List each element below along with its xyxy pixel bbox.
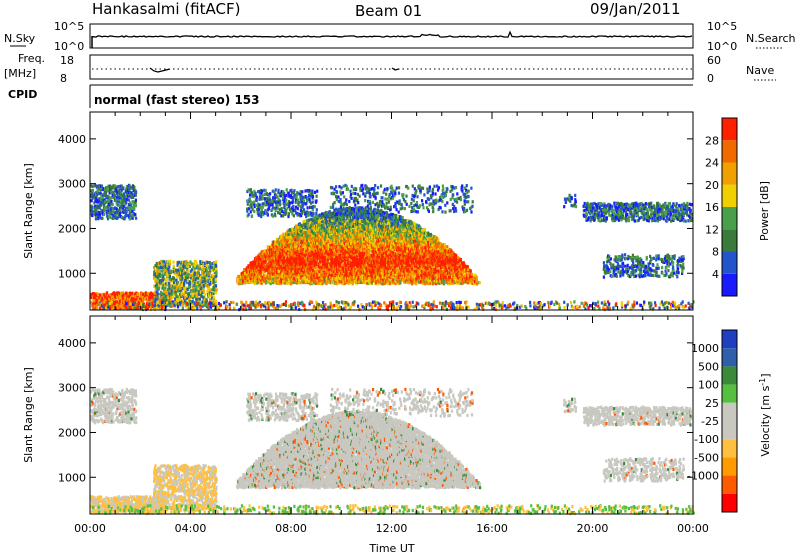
- power-data-cell: [389, 282, 391, 285]
- power-heatmap: [90, 184, 695, 311]
- nsearch-bottom-tick: 10^0: [707, 40, 737, 53]
- power-data-cell: [329, 256, 331, 259]
- beam-title: Beam 01: [355, 2, 422, 20]
- nave-bottom-tick: 0: [707, 72, 714, 85]
- freq-label: Freq.: [18, 52, 45, 65]
- power-data-cell: [300, 230, 302, 233]
- nave-label: Nave: [746, 64, 774, 77]
- power-data-cell: [316, 245, 318, 248]
- power-data-cell: [322, 266, 324, 269]
- freq-top-tick: 18: [60, 54, 74, 67]
- freq-dip-2: [392, 68, 399, 70]
- power-data-cell: [368, 250, 370, 253]
- nsearch-label: N.Search: [746, 32, 796, 45]
- power-data-cell: [399, 281, 401, 284]
- nsky-top-tick: 10^5: [54, 20, 84, 33]
- cpid-text: normal (fast stereo) 153: [94, 93, 260, 107]
- power-data-cell: [423, 228, 425, 231]
- power-data-cell: [319, 256, 321, 259]
- power-data-cell: [278, 270, 280, 273]
- power-data-cell: [266, 252, 268, 255]
- nsearch-top-tick: 10^5: [707, 20, 737, 33]
- station-title: Hankasalmi (fitACF): [92, 0, 240, 18]
- nsky-trace: [92, 32, 692, 37]
- power-data-cell: [402, 216, 404, 219]
- cpid-label: CPID: [8, 88, 37, 101]
- freq-bottom-tick: 8: [60, 72, 67, 85]
- power-data-cell: [354, 280, 356, 283]
- power-data-cell: [301, 225, 303, 228]
- nave-top-tick: 60: [707, 54, 721, 67]
- power-data-cell: [373, 243, 375, 246]
- power-data-cell: [319, 263, 321, 266]
- nsky-label: N.Sky: [4, 32, 36, 45]
- freq-strip-frame: [90, 55, 693, 79]
- freq-unit: [MHz]: [4, 67, 36, 80]
- power-data-cell: [375, 253, 377, 256]
- date-title: 09/Jan/2011: [590, 0, 681, 18]
- nsky-bottom-tick: 10^0: [54, 40, 84, 53]
- power-data-cell: [340, 226, 342, 229]
- power-data-cell: [352, 282, 354, 285]
